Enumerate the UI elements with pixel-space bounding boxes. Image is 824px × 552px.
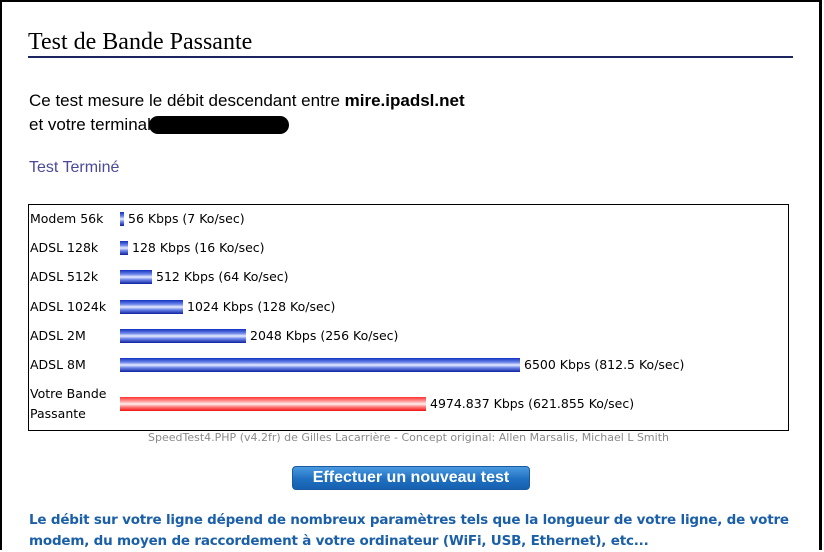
page-title: Test de Bande Passante <box>28 29 253 55</box>
info-note: Le débit sur votre ligne dépend de nombr… <box>29 512 789 549</box>
bar-blue <box>120 329 246 343</box>
new-test-button[interactable]: Effectuer un nouveau test <box>292 466 530 490</box>
bar-value-label: 1024 Kbps (128 Ko/sec) <box>187 299 336 314</box>
bar-value-label: 2048 Kbps (256 Ko/sec) <box>250 328 399 343</box>
bar-value-label: 4974.837 Kbps (621.855 Ko/sec) <box>430 396 635 411</box>
bar-label: ADSL 1024k <box>30 299 107 314</box>
bar-blue <box>120 358 520 372</box>
bar-label: ADSL 512k <box>30 269 99 284</box>
intro-line1: Ce test mesure le débit descendant entre <box>29 91 345 110</box>
window-border-left <box>0 0 2 550</box>
bar-red <box>120 397 426 411</box>
bar-value-label: 128 Kbps (16 Ko/sec) <box>132 240 265 255</box>
bar-label: ADSL 2M <box>30 328 86 343</box>
bar-value-label: 6500 Kbps (812.5 Ko/sec) <box>524 357 685 372</box>
host-name: mire.ipadsl.net <box>344 91 465 110</box>
credit-text: SpeedTest4.PHP (v4.2fr) de Gilles Lacarr… <box>148 431 669 444</box>
bar-label: Votre Bande Passante <box>30 386 107 421</box>
bar-blue <box>120 241 128 255</box>
bar-label: Modem 56k <box>30 211 104 226</box>
speed-chart: Modem 56k 56 Kbps (7 Ko/sec) ADSL 128k 128 … <box>28 204 789 431</box>
intro-line2: et votre terminal <box>29 115 151 134</box>
window-border-top <box>0 0 822 2</box>
redacted-address <box>148 116 289 134</box>
test-status: Test Terminé <box>29 159 120 176</box>
bar-label: ADSL 128k <box>30 240 99 255</box>
bar-value-label: 56 Kbps (7 Ko/sec) <box>128 211 245 226</box>
bar-blue <box>120 300 183 314</box>
bar-blue <box>120 270 152 284</box>
window-border-right <box>819 0 822 550</box>
bar-label: ADSL 8M <box>30 357 86 372</box>
bar-blue <box>120 212 124 226</box>
intro-text: Ce test mesure le débit descendant entre… <box>29 89 465 137</box>
bar-value-label: 512 Kbps (64 Ko/sec) <box>156 269 289 284</box>
title-divider <box>28 56 793 58</box>
